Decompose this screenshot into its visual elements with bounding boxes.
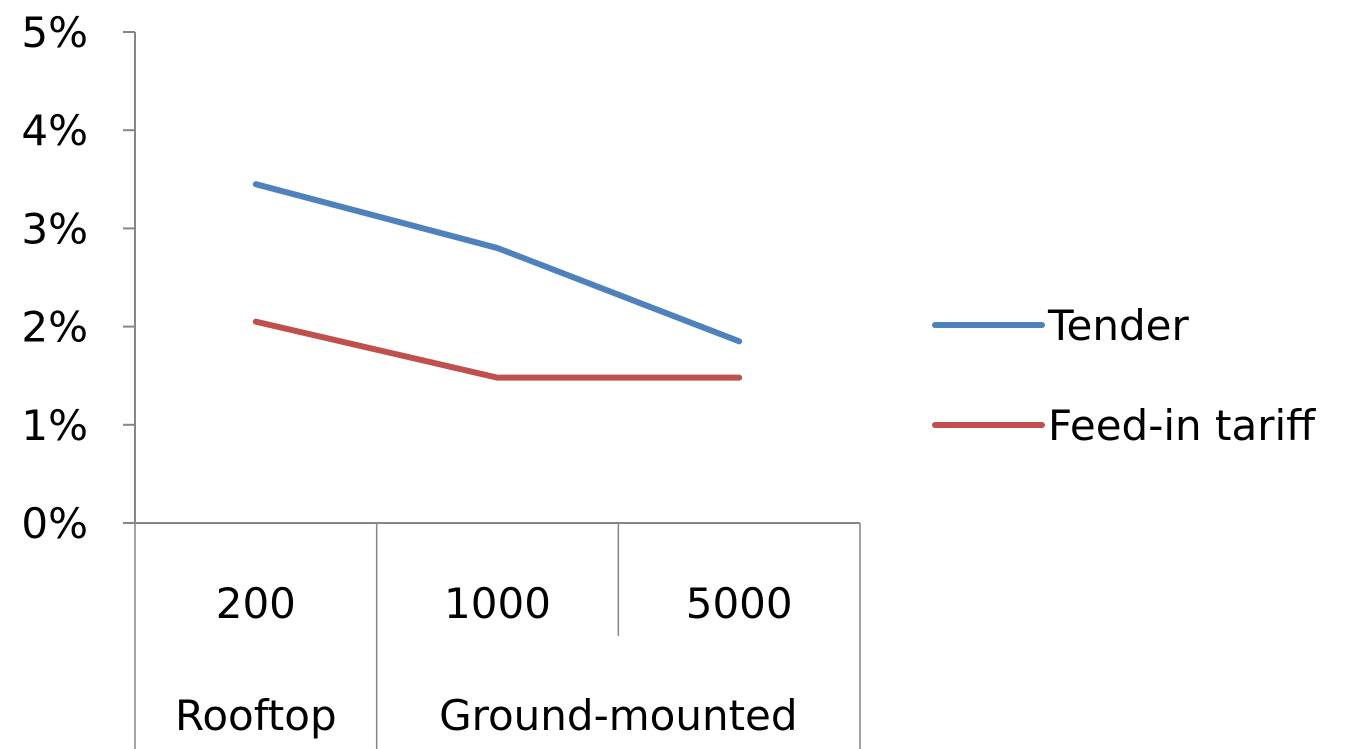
y-tick-label: 2% (21, 303, 88, 352)
legend-label: Tender (1047, 301, 1189, 350)
y-tick-label: 5% (21, 8, 88, 57)
y-tick-label: 3% (21, 204, 88, 253)
x-axis-category-groups: Rooftop Ground-mounted (175, 691, 798, 740)
y-tick-label: 4% (21, 106, 88, 155)
x-category-label: 5000 (686, 579, 793, 628)
x-axis-categories: 200 1000 5000 (216, 579, 793, 628)
series-line (252, 318, 743, 381)
series-line (252, 181, 743, 345)
y-axis-ticks: 0% 1% 2% 3% 4% 5% (21, 8, 135, 548)
y-tick-label: 1% (21, 401, 88, 450)
legend: Tender Feed-in tariff (932, 301, 1316, 450)
legend-label: Feed-in tariff (1048, 401, 1316, 450)
axes (123, 32, 861, 749)
x-category-label: 1000 (444, 579, 551, 628)
y-tick-label: 0% (21, 499, 88, 548)
x-category-label: 200 (216, 579, 296, 628)
series-lines (252, 181, 743, 381)
x-category-group-label: Ground-mounted (439, 691, 797, 740)
x-category-group-label: Rooftop (175, 691, 337, 740)
